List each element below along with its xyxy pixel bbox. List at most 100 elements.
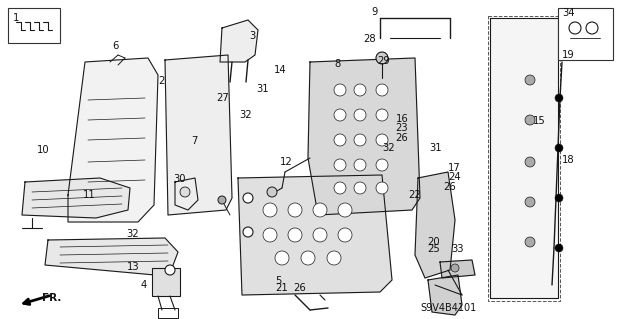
Polygon shape xyxy=(165,55,232,215)
Polygon shape xyxy=(238,175,392,295)
Text: 29: 29 xyxy=(378,56,390,66)
Bar xyxy=(558,8,613,60)
Polygon shape xyxy=(22,178,130,218)
Bar xyxy=(152,268,180,296)
Text: 1: 1 xyxy=(13,12,19,23)
Text: 33: 33 xyxy=(451,244,464,255)
Circle shape xyxy=(313,228,327,242)
Text: 25: 25 xyxy=(428,244,440,255)
Circle shape xyxy=(180,187,190,197)
Polygon shape xyxy=(45,238,178,275)
Circle shape xyxy=(376,109,388,121)
Polygon shape xyxy=(440,260,475,278)
Circle shape xyxy=(288,203,302,217)
Text: 22: 22 xyxy=(408,190,421,200)
Bar xyxy=(158,308,178,318)
Polygon shape xyxy=(220,20,258,62)
Circle shape xyxy=(555,94,563,102)
Polygon shape xyxy=(308,58,420,215)
Text: 9: 9 xyxy=(371,7,378,17)
Circle shape xyxy=(338,228,352,242)
Text: 24: 24 xyxy=(448,172,461,182)
Text: 8: 8 xyxy=(334,59,340,70)
Text: 5: 5 xyxy=(275,276,282,286)
Circle shape xyxy=(243,193,253,203)
Text: 21: 21 xyxy=(275,283,288,293)
Circle shape xyxy=(376,159,388,171)
Text: 19: 19 xyxy=(562,50,575,60)
Circle shape xyxy=(525,75,535,85)
Bar xyxy=(8,8,60,43)
Text: FR.: FR. xyxy=(42,293,61,303)
Circle shape xyxy=(376,84,388,96)
Text: 17: 17 xyxy=(448,163,461,174)
Circle shape xyxy=(243,227,253,237)
Circle shape xyxy=(555,194,563,202)
Circle shape xyxy=(263,203,277,217)
Polygon shape xyxy=(415,172,455,278)
Circle shape xyxy=(354,134,366,146)
Circle shape xyxy=(218,196,226,204)
Circle shape xyxy=(327,251,341,265)
Text: 6: 6 xyxy=(112,41,118,51)
Polygon shape xyxy=(428,275,462,315)
Circle shape xyxy=(354,182,366,194)
Text: 31: 31 xyxy=(429,143,442,153)
Circle shape xyxy=(354,109,366,121)
Text: 26: 26 xyxy=(443,182,456,192)
Circle shape xyxy=(334,182,346,194)
Text: 10: 10 xyxy=(37,145,50,155)
Circle shape xyxy=(525,115,535,125)
Text: 4: 4 xyxy=(141,279,147,290)
Text: 32: 32 xyxy=(239,110,252,121)
Text: 26: 26 xyxy=(396,133,408,143)
Circle shape xyxy=(376,182,388,194)
Text: 32: 32 xyxy=(127,228,140,239)
Text: 31: 31 xyxy=(256,84,269,94)
Circle shape xyxy=(301,251,315,265)
Text: 16: 16 xyxy=(396,114,408,124)
Circle shape xyxy=(525,197,535,207)
Text: 30: 30 xyxy=(173,174,186,184)
Polygon shape xyxy=(68,58,158,222)
Circle shape xyxy=(354,159,366,171)
Circle shape xyxy=(165,265,175,275)
Text: 32: 32 xyxy=(383,143,396,153)
Circle shape xyxy=(376,52,388,64)
Text: 13: 13 xyxy=(127,262,140,272)
Text: 20: 20 xyxy=(428,237,440,247)
Text: 23: 23 xyxy=(396,122,408,133)
Circle shape xyxy=(313,203,327,217)
Text: 28: 28 xyxy=(364,34,376,44)
Circle shape xyxy=(263,228,277,242)
Bar xyxy=(488,16,560,301)
Circle shape xyxy=(334,109,346,121)
Circle shape xyxy=(275,251,289,265)
Text: 14: 14 xyxy=(274,65,287,75)
Text: S9V4B4101: S9V4B4101 xyxy=(420,303,476,313)
Text: 26: 26 xyxy=(293,283,306,293)
Text: 3: 3 xyxy=(250,31,256,41)
Circle shape xyxy=(338,203,352,217)
Circle shape xyxy=(376,134,388,146)
Text: 18: 18 xyxy=(562,155,575,165)
Circle shape xyxy=(267,187,277,197)
Polygon shape xyxy=(490,18,558,298)
Text: 7: 7 xyxy=(191,136,197,146)
Text: 11: 11 xyxy=(83,189,96,200)
Circle shape xyxy=(525,157,535,167)
Text: 2: 2 xyxy=(159,76,165,86)
Circle shape xyxy=(555,144,563,152)
Circle shape xyxy=(288,228,302,242)
Circle shape xyxy=(555,244,563,252)
Circle shape xyxy=(451,264,459,272)
Circle shape xyxy=(525,237,535,247)
Text: 12: 12 xyxy=(280,157,293,167)
Circle shape xyxy=(354,84,366,96)
Text: 15: 15 xyxy=(532,115,545,126)
Text: 27: 27 xyxy=(216,93,229,103)
Circle shape xyxy=(334,134,346,146)
Circle shape xyxy=(334,159,346,171)
Circle shape xyxy=(334,84,346,96)
Text: 34: 34 xyxy=(562,8,575,19)
